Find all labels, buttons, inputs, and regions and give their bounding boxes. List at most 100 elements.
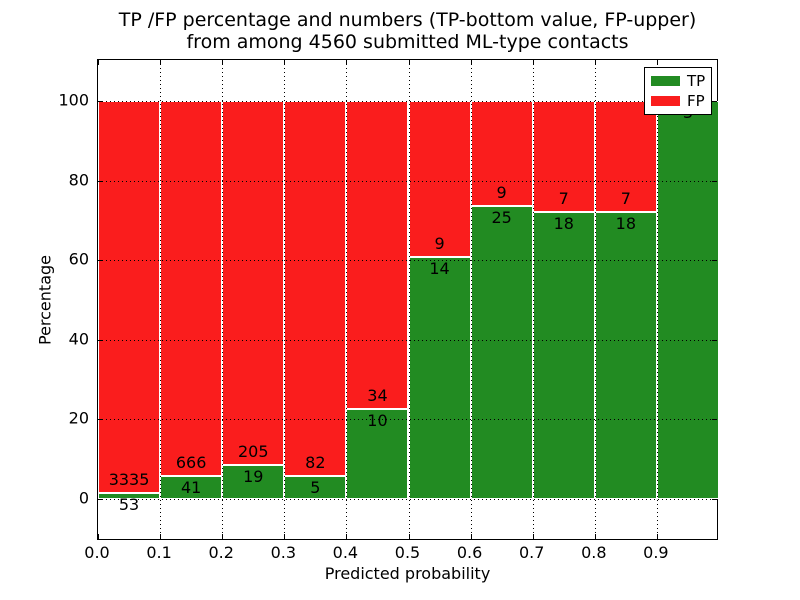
- x-tick-mark: [470, 534, 472, 539]
- x-tick-label: 0.0: [84, 543, 110, 562]
- y-tick-mark: [98, 499, 103, 500]
- x-tick-mark: [594, 60, 596, 65]
- x-tick-mark: [532, 60, 534, 65]
- y-tick-mark: [98, 180, 103, 182]
- tp-count-label: 5: [310, 478, 321, 498]
- y-axis-label: Percentage: [35, 254, 55, 346]
- y-gridline: [98, 339, 717, 341]
- x-tick-mark: [98, 60, 99, 65]
- legend-item-fp: FP: [651, 91, 705, 110]
- plot-area: 333553666412051982534109149257187183 TP …: [97, 59, 719, 540]
- tp-count-label: 25: [491, 208, 512, 228]
- y-tick-label: 0: [78, 488, 89, 508]
- bar-fp-segment: [98, 101, 161, 493]
- y-tick-label: 100: [58, 90, 89, 110]
- fp-count-label: 7: [558, 189, 569, 209]
- ticks-layer: [98, 60, 717, 539]
- fp-legend-label: FP: [687, 91, 705, 110]
- fp-count-label: 34: [367, 385, 388, 405]
- x-tick-label: 0.6: [456, 543, 483, 562]
- y-tick-mark: [712, 339, 717, 341]
- chart-title: TP /FP percentage and numbers (TP-bottom…: [15, 9, 800, 53]
- x-tick-mark: [656, 534, 658, 539]
- x-tick-label: 0.2: [208, 543, 234, 562]
- x-tick-mark: [160, 60, 162, 65]
- x-tick-mark: [346, 60, 348, 65]
- x-gridline: [284, 60, 286, 539]
- y-tick-label: 20: [68, 408, 89, 428]
- x-gridline: [470, 60, 472, 539]
- y-tick-mark: [98, 101, 103, 102]
- x-tick-mark: [284, 60, 286, 65]
- bars-layer: [98, 60, 719, 539]
- fp-count-label: 3335: [108, 469, 150, 489]
- bar-fp-segment: [160, 101, 223, 476]
- y-tick-mark: [98, 339, 103, 341]
- y-tick-mark: [712, 260, 717, 262]
- annotations-layer: 333553666412051982534109149257187183: [98, 60, 717, 539]
- fp-count-label: 205: [237, 442, 269, 462]
- tp-count-label: 10: [367, 410, 388, 430]
- x-tick-mark: [284, 534, 286, 539]
- grid-layer: [98, 60, 717, 539]
- tp-count-label: 18: [553, 214, 574, 234]
- fp-count-label: 9: [496, 183, 507, 203]
- y-tick-mark: [712, 499, 717, 500]
- y-tick-mark: [98, 419, 103, 421]
- bar-tp-segment: [408, 256, 471, 499]
- fp-legend-swatch: [651, 96, 680, 106]
- x-tick-mark: [98, 534, 99, 539]
- legend: TP FP: [644, 67, 712, 115]
- fp-count-label: 82: [305, 453, 326, 473]
- chart-title-line2: from among 4560 submitted ML-type contac…: [186, 31, 629, 53]
- x-tick-mark: [160, 534, 162, 539]
- x-gridline: [656, 60, 658, 539]
- fp-count-label: 9: [434, 233, 445, 253]
- x-gridline: [594, 60, 596, 539]
- x-tick-mark: [532, 534, 534, 539]
- y-tick-mark: [98, 260, 103, 262]
- x-gridline: [222, 60, 224, 539]
- x-gridline: [408, 60, 410, 539]
- tp-count-label: 19: [243, 467, 264, 487]
- x-tick-mark: [222, 534, 224, 539]
- y-tick-mark: [712, 419, 717, 421]
- y-gridline: [98, 419, 717, 421]
- tp-legend-swatch: [651, 76, 680, 86]
- tp-count-label: 41: [180, 477, 202, 497]
- y-gridline: [98, 180, 717, 182]
- x-tick-label: 0.1: [146, 543, 172, 562]
- legend-item-tp: TP: [651, 71, 706, 90]
- bar-fp-segment: [470, 101, 533, 207]
- x-gridline: [160, 60, 162, 539]
- x-tick-mark: [594, 534, 596, 539]
- x-tick-mark: [408, 534, 410, 539]
- fp-count-label: 666: [175, 452, 207, 472]
- chart-title-line1: TP /FP percentage and numbers (TP-bottom…: [118, 9, 697, 31]
- y-tick-mark: [712, 101, 717, 102]
- x-tick-label: 0.7: [518, 543, 545, 562]
- y-tick-label: 80: [68, 170, 89, 190]
- tp-legend-label: TP: [687, 71, 706, 90]
- tp-count-label: 14: [429, 258, 450, 278]
- x-tick-label: 0.8: [581, 543, 607, 562]
- bar-tp-segment: [470, 206, 533, 499]
- x-tick-mark: [408, 60, 410, 65]
- tp-count-label: 53: [118, 494, 140, 514]
- y-tick-mark: [712, 180, 717, 182]
- x-tick-label: 0.3: [270, 543, 297, 562]
- y-gridline: [98, 499, 717, 500]
- x-tick-label: 0.5: [394, 543, 421, 562]
- x-tick-mark: [222, 60, 224, 65]
- x-tick-label: 0.9: [643, 543, 669, 562]
- x-tick-mark: [656, 60, 658, 65]
- y-gridline: [98, 260, 717, 262]
- x-tick-label: 0.4: [332, 543, 359, 562]
- x-axis-label: Predicted probability: [324, 564, 491, 583]
- x-gridline: [532, 60, 534, 539]
- x-gridline: [346, 60, 348, 539]
- y-gridline: [98, 101, 717, 102]
- tp-count-label: 18: [615, 214, 637, 234]
- y-tick-label: 40: [68, 329, 89, 349]
